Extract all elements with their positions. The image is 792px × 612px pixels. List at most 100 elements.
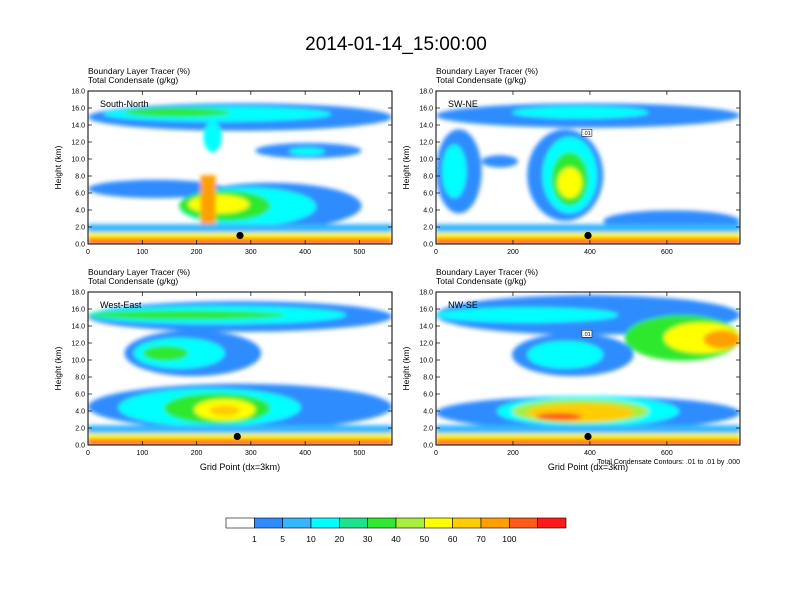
y-tick-label: 6.0 — [75, 191, 85, 198]
field-patch — [188, 195, 250, 214]
y-tick-label: 8.0 — [423, 375, 433, 382]
field-patch — [436, 237, 740, 244]
y-tick-label: 4.0 — [75, 208, 85, 215]
field-patch — [436, 240, 740, 244]
field-patch — [88, 438, 392, 445]
panel-frame — [435, 291, 741, 446]
y-tick-label: 16.0 — [419, 106, 433, 113]
field-shading — [88, 91, 392, 244]
field-patch — [481, 155, 519, 168]
colorbar-swatch — [254, 517, 283, 529]
y-tick-label: 12.0 — [71, 140, 85, 147]
x-tick-label: 300 — [245, 249, 257, 256]
y-tick-label: 18.0 — [419, 290, 433, 297]
panel-title-line: Boundary Layer Tracer (%) — [436, 66, 538, 76]
panel-nw-se: Boundary Layer Tracer (%)Total Condensat… — [401, 267, 741, 472]
x-tick-label: 400 — [584, 249, 596, 256]
field-patch — [288, 147, 326, 156]
colorbar-swatch — [452, 517, 482, 529]
x-tick-label: 100 — [136, 450, 148, 457]
contour-footnote: Total Condensate Contours: .01 to .01 by… — [597, 459, 740, 466]
field-patch — [209, 405, 240, 416]
y-tick-label: 6.0 — [75, 392, 85, 399]
field-patch — [512, 106, 649, 119]
y-axis-label: Height (km) — [53, 346, 63, 390]
colorbar-swatch — [537, 517, 567, 529]
location-marker — [584, 231, 592, 240]
y-tick-label: 8.0 — [423, 174, 433, 181]
colorbar-swatch — [339, 517, 368, 529]
y-axis-label: Height (km) — [53, 145, 63, 189]
panel-title-line: Total Condensate (g/kg) — [88, 75, 178, 85]
panel-frame — [87, 90, 393, 245]
y-tick-label: 14.0 — [419, 123, 433, 130]
colorbar-label: 1 — [252, 534, 257, 544]
location-marker — [236, 231, 244, 240]
x-tick-label: 100 — [136, 249, 148, 256]
colorbar-label: 5 — [280, 534, 285, 544]
field-patch — [88, 179, 225, 199]
x-tick-label: 0 — [86, 249, 90, 256]
colorbar-label: 50 — [420, 534, 430, 544]
colorbar-label: 100 — [502, 534, 516, 544]
colorbar-label: 70 — [476, 534, 486, 544]
y-tick-label: 4.0 — [423, 208, 433, 215]
y-tick-label: 10.0 — [419, 358, 433, 365]
panel-title-line: Total Condensate (g/kg) — [436, 75, 526, 85]
field-patch — [88, 240, 392, 244]
field-layers — [88, 301, 392, 445]
y-tick-label: 2.0 — [75, 426, 85, 433]
field-patch — [88, 441, 392, 445]
panel-title-line: Boundary Layer Tracer (%) — [88, 66, 190, 76]
y-tick-label: 16.0 — [71, 307, 85, 314]
colorbar: 1 5 10 20 30 40 50 60 70 100 — [225, 517, 567, 544]
field-patch — [124, 107, 231, 118]
panel-west-east: Boundary Layer Tracer (%)Total Condensat… — [53, 267, 393, 472]
colorbar-label: 30 — [363, 534, 373, 544]
field-patch — [436, 441, 740, 445]
field-patch — [442, 144, 467, 199]
y-tick-label: 14.0 — [419, 324, 433, 331]
y-tick-label: 16.0 — [419, 307, 433, 314]
y-tick-label: 6.0 — [423, 392, 433, 399]
contour-label-box — [581, 330, 593, 338]
field-layers — [88, 103, 392, 244]
colorbar-swatch — [225, 517, 255, 529]
contour-label: .01 — [583, 131, 591, 137]
y-tick-label: 2.0 — [75, 225, 85, 232]
figure-title: 2014-01-14_15:00:00 — [305, 34, 487, 55]
location-marker — [584, 432, 592, 441]
y-tick-label: 12.0 — [419, 341, 433, 348]
x-tick-label: 400 — [299, 450, 311, 457]
y-tick-label: 14.0 — [71, 324, 85, 331]
field-patch — [203, 121, 222, 153]
y-tick-label: 10.0 — [419, 157, 433, 164]
field-patch — [536, 412, 582, 421]
field-patch — [88, 237, 392, 244]
field-patch — [436, 307, 619, 323]
colorbar-label: 20 — [335, 534, 345, 544]
x-axis-label: Grid Point (dx=3km) — [548, 462, 628, 472]
field-shading — [436, 292, 740, 445]
y-tick-label: 18.0 — [419, 89, 433, 96]
field-patch — [88, 310, 286, 320]
colorbar-swatch — [310, 517, 340, 529]
y-axis-label: Height (km) — [401, 145, 411, 189]
y-tick-label: 0.0 — [75, 242, 85, 249]
colorbar-swatch — [395, 517, 425, 529]
contour-label: .01 — [583, 332, 591, 338]
field-patch — [703, 330, 740, 349]
panel-sw-ne: Boundary Layer Tracer (%)Total Condensat… — [401, 66, 741, 256]
colorbar-label: 60 — [448, 534, 458, 544]
colorbar-swatch — [367, 517, 397, 529]
field-patch — [142, 345, 189, 361]
x-tick-label: 0 — [434, 450, 438, 457]
colorbar-label: 10 — [306, 534, 316, 544]
x-tick-label: 0 — [86, 450, 90, 457]
colorbar-label: 40 — [391, 534, 401, 544]
colorbar-swatch — [282, 517, 312, 529]
y-axis-label: Height (km) — [401, 346, 411, 390]
x-tick-label: 600 — [661, 450, 673, 457]
y-tick-label: 0.0 — [75, 443, 85, 450]
